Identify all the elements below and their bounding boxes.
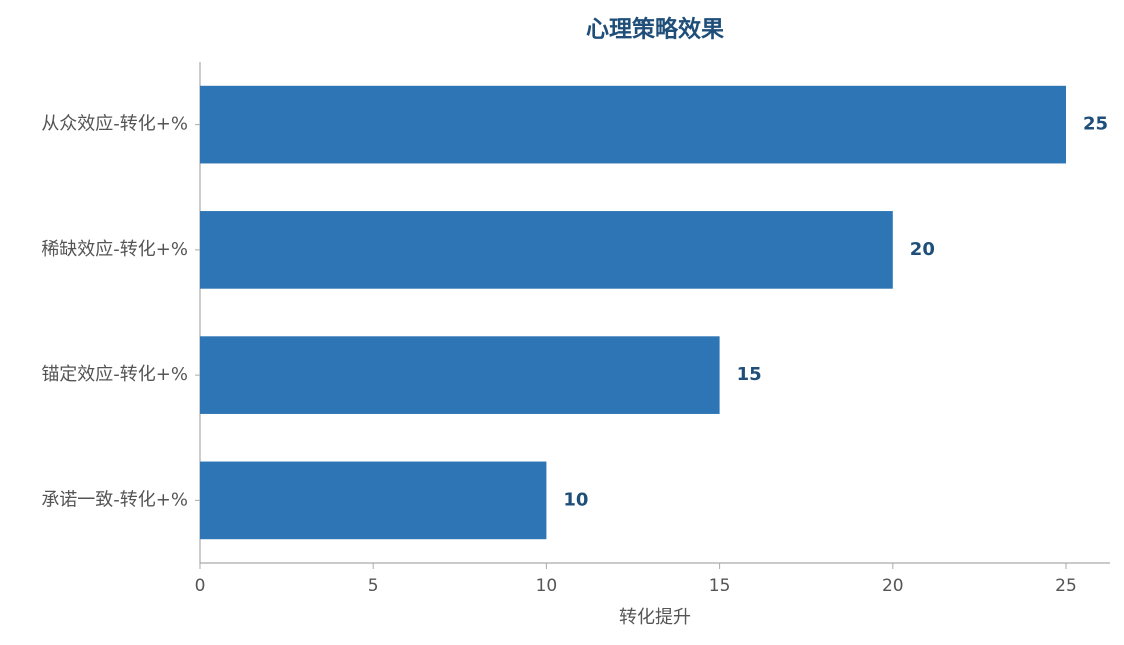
bar <box>200 85 1067 164</box>
y-tick-label: 承诺一致-转化+% <box>41 489 188 510</box>
x-tick-label: 10 <box>536 576 558 596</box>
bar <box>200 336 720 414</box>
x-tick-label: 0 <box>195 576 206 596</box>
y-tick-label: 锚定效应-转化+% <box>41 364 188 385</box>
bar <box>200 461 547 540</box>
value-label: 20 <box>910 239 935 260</box>
value-label: 25 <box>1083 114 1108 135</box>
x-tick-label: 5 <box>368 576 379 596</box>
chart-title: 心理策略效果 <box>586 16 724 43</box>
y-tick-label: 从众效应-转化+% <box>41 114 188 135</box>
bar <box>200 211 893 289</box>
value-label: 10 <box>563 489 588 510</box>
x-axis-label: 转化提升 <box>619 607 691 628</box>
value-label: 15 <box>737 364 762 385</box>
y-tick-label: 稀缺效应-转化+% <box>41 239 188 260</box>
x-tick-label: 20 <box>882 576 904 596</box>
x-tick-label: 25 <box>1055 576 1077 596</box>
x-tick-label: 15 <box>709 576 731 596</box>
